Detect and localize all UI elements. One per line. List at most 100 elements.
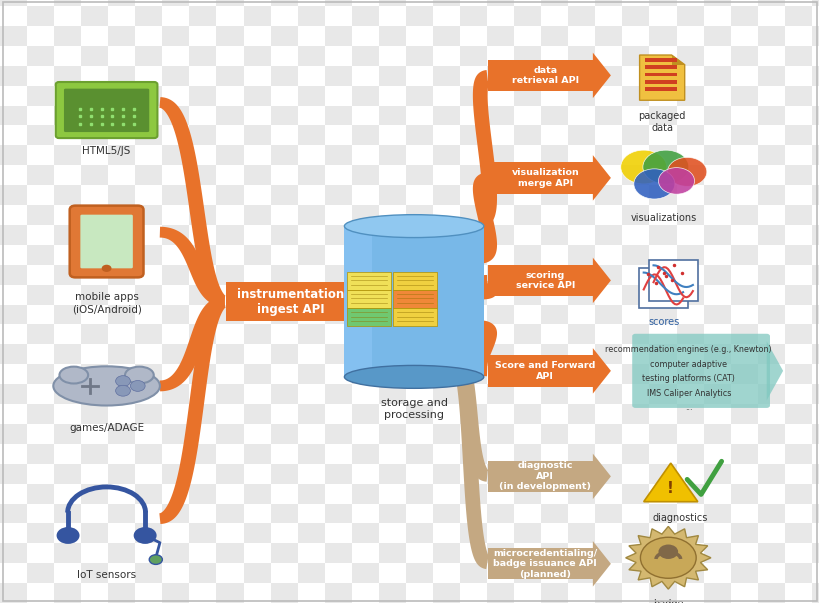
Bar <box>54 165 81 185</box>
Bar <box>135 404 162 424</box>
Bar <box>405 26 432 46</box>
Bar <box>135 364 162 384</box>
Bar <box>189 106 216 125</box>
Bar <box>676 6 703 26</box>
Bar <box>162 86 189 106</box>
Bar <box>703 145 730 165</box>
Bar <box>297 165 324 185</box>
Bar <box>81 106 108 125</box>
Bar <box>344 226 372 377</box>
Text: IoT sensors: IoT sensors <box>77 570 136 580</box>
Bar <box>405 205 432 225</box>
Bar <box>459 0 486 6</box>
Bar <box>757 265 784 285</box>
Bar <box>595 444 622 464</box>
Bar <box>162 444 189 464</box>
Bar <box>243 245 270 265</box>
Bar <box>189 145 216 165</box>
Bar <box>351 66 378 86</box>
Bar <box>216 265 243 285</box>
Bar <box>703 583 730 603</box>
Bar <box>351 305 378 324</box>
Bar <box>324 563 351 583</box>
Bar <box>108 384 135 404</box>
Bar <box>703 245 730 265</box>
Bar <box>541 6 568 26</box>
Bar <box>81 305 108 324</box>
Bar <box>0 404 27 424</box>
Bar <box>189 285 216 305</box>
Bar <box>54 225 81 245</box>
Bar <box>676 344 703 364</box>
Bar <box>0 265 27 285</box>
Polygon shape <box>671 55 684 65</box>
Bar <box>135 86 162 106</box>
Bar <box>270 106 297 125</box>
Bar <box>459 125 486 145</box>
Bar <box>162 106 189 125</box>
Bar <box>216 324 243 344</box>
Bar <box>595 305 622 324</box>
Bar <box>81 384 108 404</box>
Bar <box>811 464 819 484</box>
Bar <box>514 543 541 563</box>
Bar <box>135 165 162 185</box>
Bar <box>622 285 649 305</box>
Bar <box>243 66 270 86</box>
Bar <box>514 145 541 165</box>
Bar <box>297 0 324 6</box>
Bar <box>730 265 757 285</box>
Bar <box>270 583 297 603</box>
Bar <box>27 324 54 344</box>
Bar <box>54 66 81 86</box>
Bar <box>487 461 592 492</box>
Bar <box>784 504 811 523</box>
Bar <box>378 46 405 66</box>
Bar <box>595 86 622 106</box>
Bar <box>649 0 676 6</box>
Bar <box>162 285 189 305</box>
Bar <box>216 364 243 384</box>
Bar <box>405 384 432 404</box>
Bar <box>541 543 568 563</box>
Bar <box>784 265 811 285</box>
Bar <box>676 464 703 484</box>
Bar <box>0 384 27 404</box>
Bar <box>568 145 595 165</box>
FancyBboxPatch shape <box>392 290 437 308</box>
Bar <box>784 66 811 86</box>
Bar <box>568 305 595 324</box>
Bar <box>270 344 297 364</box>
Bar <box>54 344 81 364</box>
Bar <box>649 245 676 265</box>
Text: data
retrieval API: data retrieval API <box>511 66 578 85</box>
Bar <box>54 46 81 66</box>
Bar <box>108 46 135 66</box>
Bar <box>486 305 514 324</box>
Circle shape <box>620 150 666 184</box>
Bar <box>568 205 595 225</box>
Bar <box>622 86 649 106</box>
Bar <box>378 464 405 484</box>
Bar <box>108 245 135 265</box>
Bar <box>784 424 811 444</box>
Bar <box>378 344 405 364</box>
Bar <box>81 464 108 484</box>
Bar <box>135 384 162 404</box>
Bar <box>243 0 270 6</box>
Bar <box>644 87 676 91</box>
Bar <box>514 563 541 583</box>
Bar <box>568 404 595 424</box>
Bar <box>54 484 81 504</box>
Bar <box>514 26 541 46</box>
Bar <box>135 523 162 543</box>
Bar <box>405 523 432 543</box>
Bar <box>344 226 483 377</box>
Bar <box>162 424 189 444</box>
Bar <box>189 424 216 444</box>
Bar <box>81 185 108 205</box>
Bar <box>432 125 459 145</box>
Bar <box>757 523 784 543</box>
Bar <box>27 424 54 444</box>
Bar <box>324 484 351 504</box>
